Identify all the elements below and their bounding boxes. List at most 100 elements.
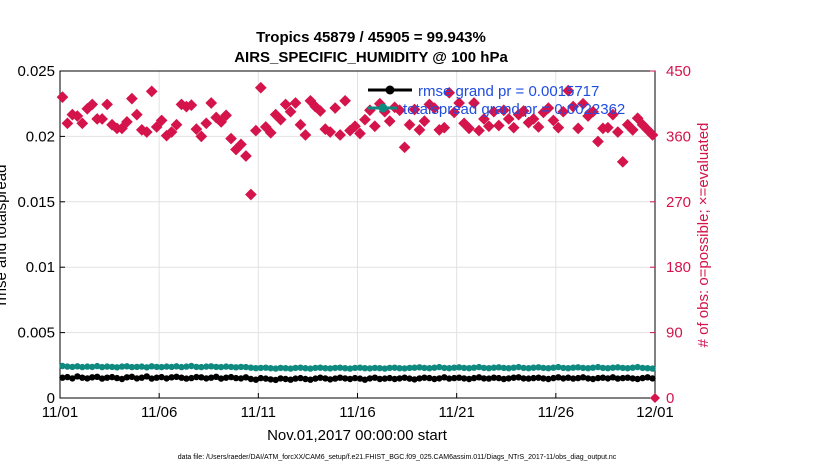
- x-tick-label: 11/16: [339, 404, 375, 421]
- rmse-marker: [98, 375, 106, 382]
- rmse-marker: [520, 375, 527, 382]
- x-tick-label: 11/06: [141, 404, 177, 421]
- rmse-marker: [138, 374, 145, 381]
- rmse-marker: [570, 375, 577, 382]
- y-right-tick-label: 450: [666, 63, 691, 80]
- totalspread-marker: [341, 365, 349, 372]
- rmse-marker: [480, 375, 488, 382]
- legend: rmse grand pr = 0.0015717 totalspread gr…: [368, 83, 625, 118]
- rmse-marker: [203, 375, 210, 382]
- obs-count-marker: [200, 117, 213, 130]
- rmse-marker: [455, 374, 463, 381]
- obs-count-marker: [572, 122, 584, 135]
- totalspread-marker: [277, 364, 284, 372]
- rmse-marker: [64, 373, 71, 381]
- rmse-marker: [84, 375, 91, 382]
- totalspread-marker: [416, 364, 423, 371]
- rmse-marker: [103, 374, 111, 381]
- totalspread-marker: [614, 364, 621, 371]
- totalspread-marker: [470, 364, 478, 371]
- rmse-marker: [584, 375, 592, 382]
- totalspread-marker: [178, 363, 185, 371]
- rmse-marker: [332, 375, 339, 382]
- rmse-marker: [351, 374, 359, 382]
- totalspread-marker: [609, 364, 617, 371]
- obs-count-marker: [448, 106, 461, 119]
- y-right-tick-label: 0: [666, 390, 674, 407]
- totalspread-marker: [118, 363, 126, 370]
- series-rmse: [59, 373, 656, 384]
- totalspread-marker: [644, 365, 651, 372]
- obs-count-marker: [626, 124, 639, 136]
- totalspread-marker: [436, 363, 443, 371]
- rmse-marker: [560, 375, 567, 382]
- obs-count-marker: [502, 113, 515, 125]
- rmse-marker: [272, 376, 279, 384]
- totalspread-marker: [74, 363, 81, 370]
- obs-count-marker: [334, 129, 346, 141]
- rmse-marker: [69, 375, 76, 382]
- rmse-marker: [376, 375, 383, 383]
- obs-count-marker: [299, 129, 312, 141]
- totalspread-marker: [431, 364, 438, 371]
- totalspread-marker: [89, 363, 96, 371]
- rmse-marker: [158, 373, 165, 381]
- totalspread-marker: [173, 363, 180, 370]
- obs-count-marker: [631, 112, 644, 125]
- x-tick-label: 11/01: [42, 404, 78, 421]
- totalspread-marker: [346, 365, 354, 372]
- rmse-marker: [322, 375, 329, 382]
- rmse-marker: [555, 374, 562, 381]
- obs-count-marker: [463, 122, 475, 135]
- totalspread-marker: [589, 364, 597, 371]
- obs-count-marker: [587, 105, 599, 118]
- totalspread-marker: [123, 363, 131, 370]
- y-right-ticks: 0 90 180 270 360 450: [650, 63, 691, 407]
- totalspread-marker: [287, 365, 294, 372]
- obs-count-marker: [240, 150, 252, 162]
- obs-count-marker: [542, 102, 555, 114]
- rmse-marker: [163, 375, 170, 382]
- totalspread-marker: [84, 363, 91, 370]
- rmse-marker: [565, 374, 572, 381]
- totalspread-marker: [505, 365, 512, 372]
- rmse-marker: [421, 374, 428, 381]
- totalspread-marker: [252, 365, 260, 372]
- obs-count-marker: [56, 91, 69, 104]
- rmse-marker: [594, 374, 602, 382]
- totalspread-marker: [94, 362, 101, 370]
- obs-count-marker: [359, 113, 371, 126]
- totalspread-marker: [396, 365, 403, 372]
- totalspread-marker: [460, 364, 468, 372]
- obs-count-marker: [185, 99, 198, 112]
- chart-title: Tropics 45879 / 45905 = 99.943%: [256, 29, 486, 46]
- legend-spread-marker: [378, 103, 388, 113]
- rmse-marker: [535, 374, 542, 381]
- totalspread-marker: [634, 363, 641, 371]
- rmse-marker: [475, 374, 483, 381]
- rmse-marker: [505, 375, 512, 382]
- rmse-marker: [540, 375, 547, 382]
- totalspread-marker: [317, 364, 324, 371]
- totalspread-marker: [594, 363, 602, 371]
- totalspread-marker: [520, 364, 527, 372]
- totalspread-marker: [64, 363, 71, 370]
- totalspread-marker: [366, 365, 374, 372]
- rmse-marker: [639, 374, 646, 382]
- rmse-marker: [599, 374, 607, 381]
- totalspread-marker: [555, 363, 562, 371]
- obs-count-marker: [473, 124, 485, 137]
- rmse-marker: [386, 374, 393, 382]
- totalspread-marker: [535, 364, 542, 371]
- obs-count-marker: [398, 141, 411, 154]
- obs-count-marker: [116, 122, 128, 135]
- obs-count-marker: [616, 155, 629, 168]
- rmse-marker: [441, 374, 448, 381]
- totalspread-marker: [198, 363, 205, 371]
- series-obs-possible: [650, 393, 660, 403]
- totalspread-marker: [133, 363, 141, 371]
- totalspread-marker: [619, 364, 626, 372]
- totalspread-marker: [490, 364, 498, 371]
- obs-count-marker: [611, 126, 624, 138]
- x-axis-label: Nov.01,2017 00:00:00 start: [267, 427, 448, 444]
